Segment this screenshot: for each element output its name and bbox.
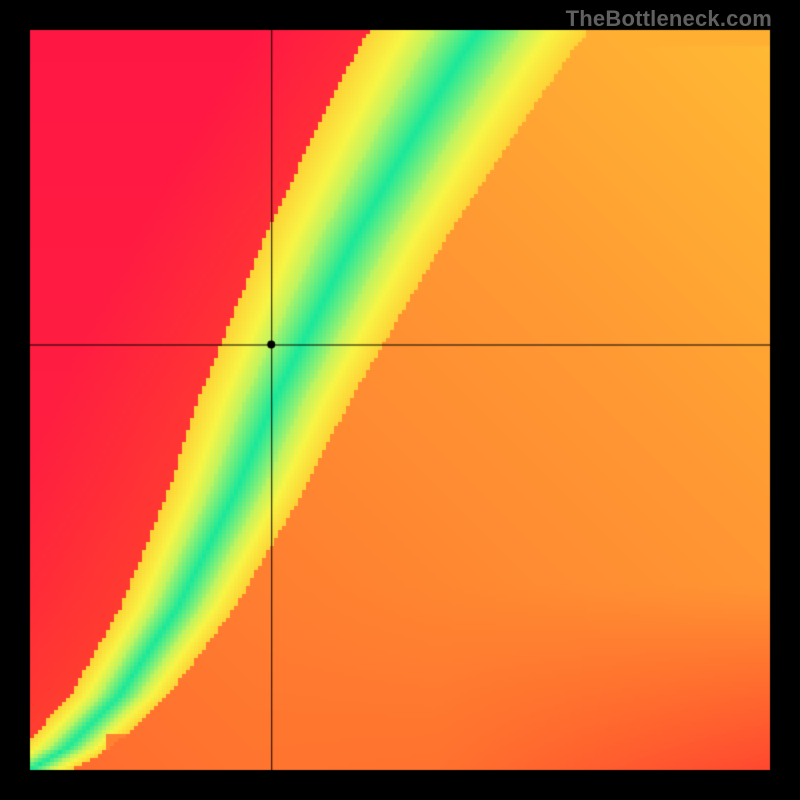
chart-container: TheBottleneck.com bbox=[0, 0, 800, 800]
heatmap-plot bbox=[0, 0, 800, 800]
watermark-label: TheBottleneck.com bbox=[566, 6, 772, 32]
